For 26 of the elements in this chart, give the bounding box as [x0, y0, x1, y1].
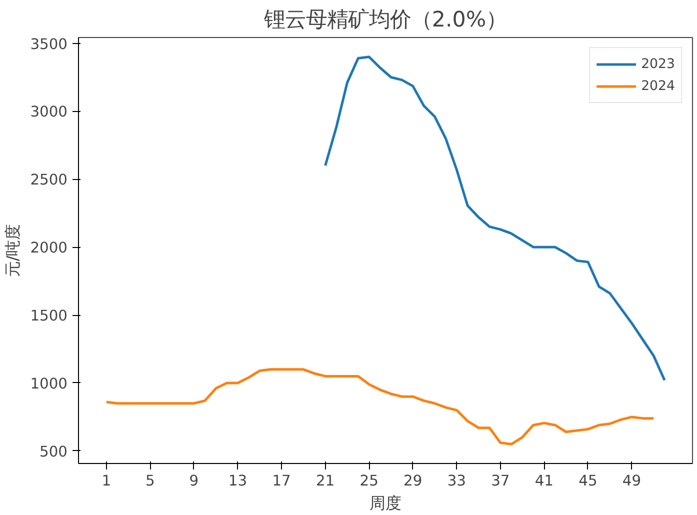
- y-tick-label: 2500: [30, 172, 68, 189]
- x-axis-title: 周度: [370, 494, 402, 512]
- x-tick-label: 9: [189, 472, 199, 490]
- y-tick-label: 500: [40, 443, 68, 460]
- x-tick-label: 33: [447, 472, 466, 490]
- legend-label: 2024: [641, 78, 675, 94]
- x-tick-label: 45: [578, 472, 598, 490]
- y-tick-label: 1000: [30, 375, 68, 392]
- x-tick-label: 1: [102, 472, 112, 490]
- chart-title: 锂云母精矿均价（2.0%）: [262, 8, 508, 32]
- x-tick-label: 41: [534, 472, 554, 490]
- x-tick-label: 49: [622, 472, 642, 490]
- line-series: [105, 368, 655, 446]
- y-axis-title: 元/吨度: [3, 224, 22, 278]
- y-tick-label: 1500: [30, 308, 68, 325]
- x-tick-label: 5: [146, 472, 155, 490]
- y-tick-label: 3000: [30, 104, 68, 121]
- x-tick-label: 17: [272, 472, 291, 490]
- x-tick-label: 21: [316, 472, 335, 490]
- x-tick-label: 25: [360, 472, 378, 490]
- x-tick-label: 13: [228, 472, 248, 490]
- y-tick-label: 3500: [30, 36, 68, 53]
- y-tick-label: 2000: [30, 240, 68, 257]
- x-tick-label: 37: [491, 472, 510, 490]
- legend-label: 2023: [641, 56, 675, 72]
- x-tick-label: 29: [404, 472, 422, 490]
